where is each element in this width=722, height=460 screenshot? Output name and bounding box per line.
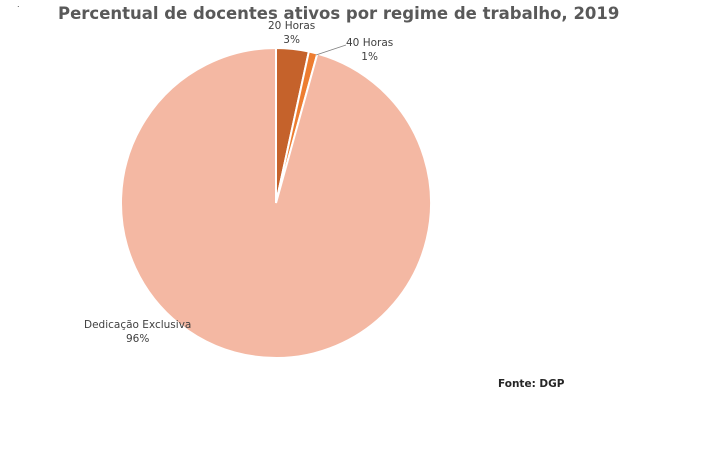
slice-percent: 96% bbox=[126, 333, 150, 345]
slice-percent: 1% bbox=[361, 51, 378, 63]
chart-title: Percentual de docentes ativos por regime… bbox=[58, 4, 620, 23]
source-note: Fonte: DGP bbox=[498, 378, 565, 390]
slice-name: 20 Horas bbox=[268, 20, 316, 32]
corner-mark: . bbox=[17, 0, 20, 9]
leader-line-40-horas bbox=[315, 44, 347, 56]
slice-name: 40 Horas bbox=[346, 37, 394, 49]
slice-name: Dedicação Exclusiva bbox=[84, 319, 192, 331]
slice-label-20-horas: 20 Horas 3% bbox=[268, 19, 315, 47]
slice-label-dedicacao-exclusiva: Dedicação Exclusiva 96% bbox=[84, 318, 191, 346]
pie-slice-dedica-o-exclusiva bbox=[120, 46, 432, 359]
slice-label-40-horas: 40 Horas 1% bbox=[346, 36, 393, 64]
slice-percent: 3% bbox=[283, 34, 300, 46]
